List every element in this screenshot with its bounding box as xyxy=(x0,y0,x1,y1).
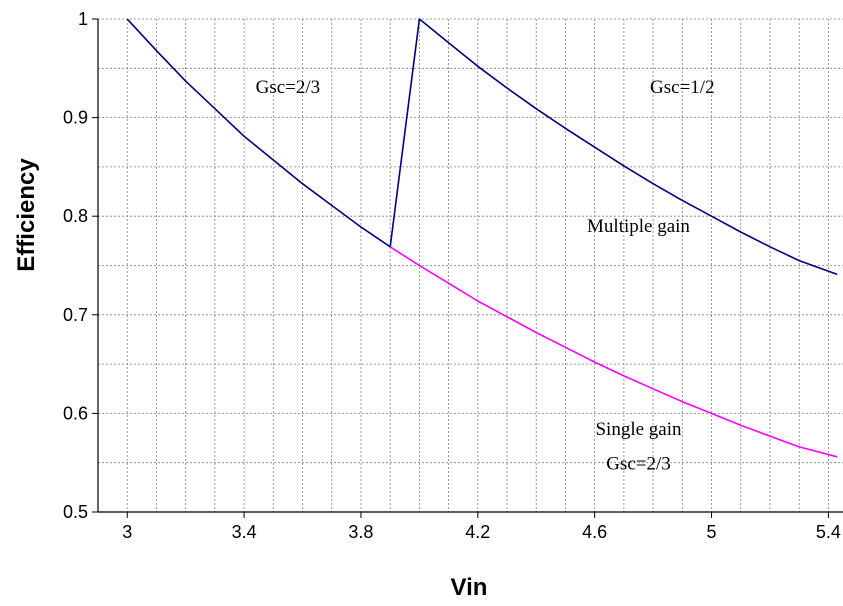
grid xyxy=(97,18,843,512)
series-line-1 xyxy=(126,18,838,276)
y-axis-title: Efficiency xyxy=(13,158,40,272)
annotation-label: Multiple gain xyxy=(587,216,690,237)
y-tick-label: 0.5 xyxy=(63,502,88,522)
x-tick-label: 4.6 xyxy=(582,522,607,542)
annotations: Gsc=2/3 Gsc=1/2 Multiple gain Single gain Gs… xyxy=(256,77,715,475)
annotation-label: Single gain xyxy=(595,419,682,440)
tick-labels: 0.5 0.6 0.7 0.8 0.9 1 3 3.4 3.8 4.2 4.6 5 5.4 xyxy=(63,9,841,542)
y-tick-label: 1 xyxy=(78,9,88,29)
y-tick-label: 0.7 xyxy=(63,305,88,325)
y-tick-label: 0.9 xyxy=(63,108,88,128)
annotation-label: Gsc=2/3 xyxy=(606,454,671,475)
x-axis-title: Vin xyxy=(451,574,488,601)
series-line-2 xyxy=(389,246,838,458)
series-group xyxy=(126,18,838,458)
x-tick-label: 5.4 xyxy=(816,522,841,542)
x-tick-label: 3.8 xyxy=(348,522,373,542)
annotation-label: Gsc=1/2 xyxy=(650,77,715,98)
x-tick-label: 5 xyxy=(707,522,717,542)
x-tick-label: 4.2 xyxy=(465,522,490,542)
y-tick-label: 0.6 xyxy=(63,403,88,423)
x-tick-label: 3.4 xyxy=(232,522,257,542)
y-tick-label: 0.8 xyxy=(63,206,88,226)
x-tick-label: 3 xyxy=(122,522,132,542)
annotation-label: Gsc=2/3 xyxy=(256,77,321,98)
axes xyxy=(92,18,843,518)
